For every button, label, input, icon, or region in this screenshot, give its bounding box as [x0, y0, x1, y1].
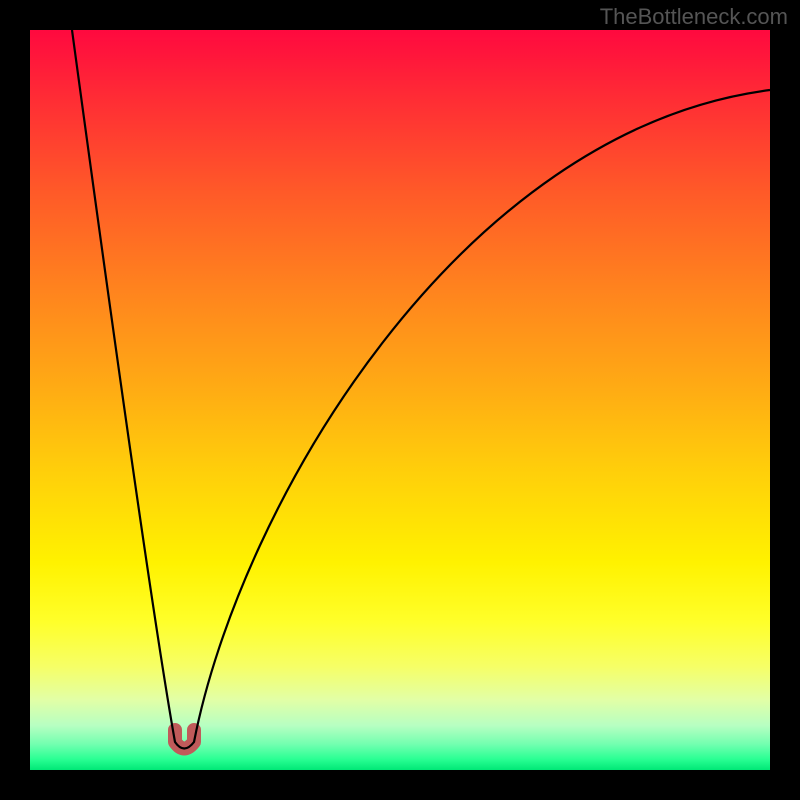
watermark-text: TheBottleneck.com — [600, 4, 788, 30]
curve-layer — [30, 30, 770, 770]
chart-frame: TheBottleneck.com — [0, 0, 800, 800]
bottleneck-curve — [72, 30, 770, 749]
plot-area — [30, 30, 770, 770]
